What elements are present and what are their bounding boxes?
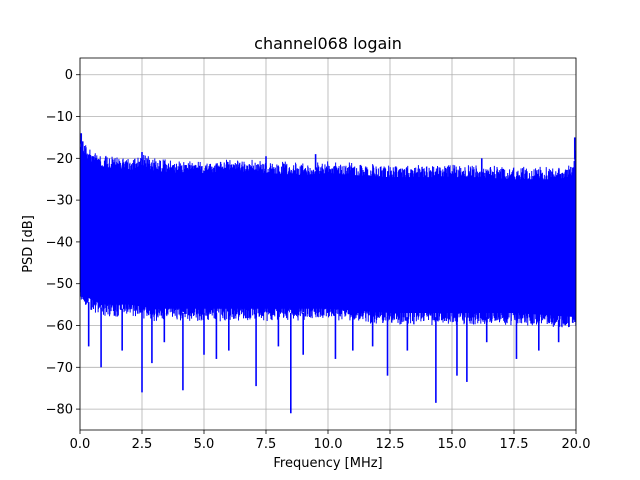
y-tick-label: −10: [46, 110, 73, 125]
y-tick-label: −40: [46, 235, 73, 250]
y-tick-label: −60: [46, 319, 73, 334]
x-tick-label: 17.5: [500, 437, 529, 452]
x-axis-label: Frequency [MHz]: [273, 456, 382, 471]
y-axis-label: PSD [dB]: [21, 215, 36, 273]
x-tick-label: 20.0: [562, 437, 591, 452]
x-tick-label: 10.0: [314, 437, 343, 452]
x-tick-label: 12.5: [376, 437, 405, 452]
x-axis: 0.0 2.5 5.0 7.5 10.0 12.5 15.0 17.5 20.0: [70, 430, 591, 452]
x-tick-label: 15.0: [438, 437, 467, 452]
y-tick-label: −70: [46, 361, 73, 376]
x-tick-label: 0.0: [70, 437, 91, 452]
x-tick-label: 2.5: [132, 437, 153, 452]
x-tick-label: 5.0: [194, 437, 215, 452]
psd-band: [80, 145, 576, 318]
plot-data: [80, 133, 576, 414]
chart-title: channel068 logain: [254, 34, 402, 53]
y-tick-label: −50: [46, 277, 73, 292]
x-tick-label: 7.5: [256, 437, 277, 452]
y-tick-label: 0: [65, 68, 73, 83]
y-tick-label: −20: [46, 152, 73, 167]
y-axis: 0 −10 −20 −30 −40 −50 −60 −70 −80: [46, 68, 80, 418]
y-tick-label: −80: [46, 403, 73, 418]
y-tick-label: −30: [46, 194, 73, 209]
